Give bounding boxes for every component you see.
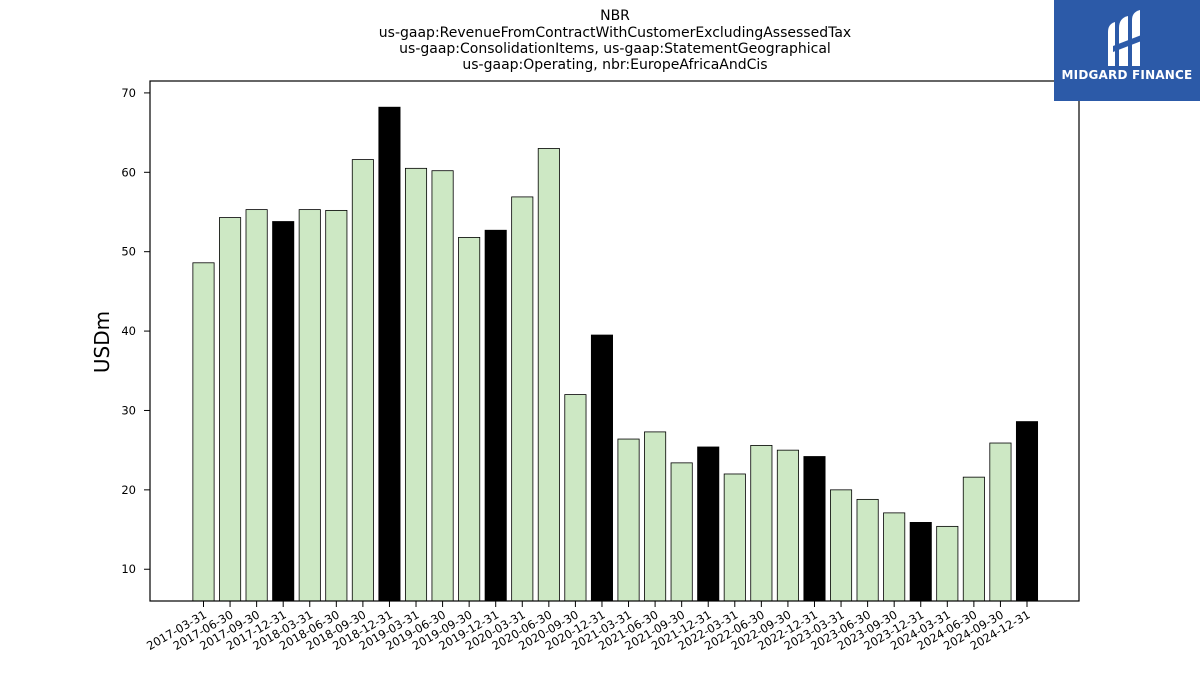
bar-2020-09-30 bbox=[564, 394, 587, 602]
bar-2020-06-30 bbox=[537, 148, 560, 602]
y-tick-label: 20 bbox=[121, 483, 136, 497]
y-tick-label: 50 bbox=[121, 245, 136, 259]
bar-2019-12-31 bbox=[484, 229, 507, 602]
bar-2023-12-31 bbox=[909, 522, 932, 602]
bar-2023-09-30 bbox=[883, 512, 906, 602]
chart-title-line-3: us-gaap:ConsolidationItems, us-gaap:Stat… bbox=[399, 41, 831, 57]
bar-2022-09-30 bbox=[776, 449, 799, 602]
bar-2018-12-31 bbox=[378, 106, 401, 602]
bar-2020-12-31 bbox=[590, 334, 613, 602]
bar-2019-09-30 bbox=[458, 236, 481, 602]
y-tick-label: 10 bbox=[121, 562, 136, 576]
y-axis-label: USDm bbox=[90, 311, 114, 373]
bar-2018-09-30 bbox=[351, 159, 374, 602]
bar-2019-06-30 bbox=[431, 170, 454, 602]
bar-2017-09-30 bbox=[245, 209, 268, 602]
chart-title-line-4: us-gaap:Operating, nbr:EuropeAfricaAndCi… bbox=[462, 57, 767, 73]
bar-2024-06-30 bbox=[962, 476, 985, 602]
y-tick-label: 60 bbox=[121, 165, 136, 179]
bar-2018-03-31 bbox=[298, 209, 321, 602]
bar-2023-03-31 bbox=[830, 489, 853, 602]
bar-2017-03-31 bbox=[192, 262, 215, 602]
logo-text: MIDGARD FINANCE bbox=[1061, 68, 1193, 82]
plot-frame bbox=[149, 80, 1080, 602]
chart-title-line-2: us-gaap:RevenueFromContractWithCustomerE… bbox=[379, 25, 851, 41]
bar-2022-03-31 bbox=[723, 473, 746, 602]
bar-2021-06-30 bbox=[644, 431, 667, 602]
bar-2022-06-30 bbox=[750, 444, 773, 602]
chart-title-line-1: NBR bbox=[600, 8, 630, 24]
bar-2021-03-31 bbox=[617, 438, 640, 602]
bar-2020-03-31 bbox=[511, 196, 534, 602]
y-tick-label: 30 bbox=[121, 403, 136, 417]
bar-2024-09-30 bbox=[989, 442, 1012, 602]
bar-2021-09-30 bbox=[670, 462, 693, 602]
bar-2024-03-31 bbox=[936, 525, 959, 602]
x-axis-ticks: 2017-03-312017-06-302017-09-302017-12-31… bbox=[144, 601, 1033, 653]
midgard-finance-logo: MIDGARD FINANCE bbox=[1054, 0, 1200, 101]
bar-2019-03-31 bbox=[404, 167, 428, 602]
midgard-finance-logo-icon bbox=[1108, 10, 1144, 66]
bar-2018-06-30 bbox=[325, 209, 348, 602]
bar-2017-06-30 bbox=[219, 217, 242, 602]
bar-2024-12-31 bbox=[1015, 421, 1039, 602]
y-tick-label: 40 bbox=[121, 324, 136, 338]
bar-2021-12-31 bbox=[697, 446, 720, 602]
bar-2022-12-31 bbox=[803, 456, 826, 602]
bars bbox=[192, 106, 1039, 602]
y-tick-label: 70 bbox=[121, 86, 136, 100]
bar-2023-06-30 bbox=[856, 498, 879, 602]
chart-title: NBR us-gaap:RevenueFromContractWithCusto… bbox=[379, 8, 851, 73]
bar-2017-12-31 bbox=[272, 221, 295, 602]
y-axis-ticks: 10 20 30 40 50 60 70 bbox=[121, 86, 150, 576]
